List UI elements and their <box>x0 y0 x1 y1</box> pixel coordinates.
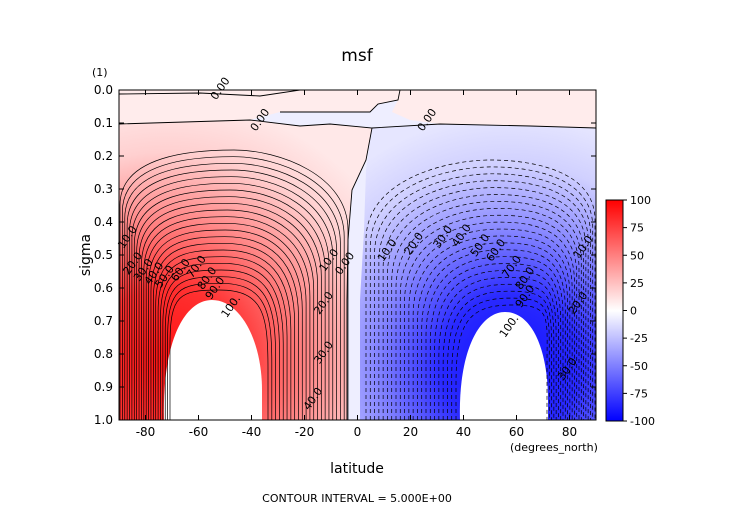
y-tick-label: 0.0 <box>94 83 113 97</box>
contour-line-negative <box>438 277 557 420</box>
x-axis-label: latitude <box>330 461 384 477</box>
y-tick-label: 0.7 <box>94 314 113 328</box>
contour-line-positive <box>143 216 311 420</box>
contour-line-positive <box>155 249 292 420</box>
contour-line-negative <box>425 256 564 420</box>
contour-line-positive <box>152 242 296 420</box>
contour-line-positive <box>162 269 280 420</box>
plot-area <box>119 90 596 420</box>
x-tick-label: -80 <box>136 425 156 439</box>
contour-line-negative <box>429 263 562 420</box>
upper-right-positive-band <box>392 90 596 128</box>
contour-line-negative <box>455 304 548 420</box>
contour-line-positive <box>167 282 273 420</box>
contour-interval-footer: CONTOUR INTERVAL = 5.000E+00 <box>262 492 452 505</box>
contour-line-negative <box>451 297 550 420</box>
colorbar-ticks: 100 75 50 25 0 -25 -50 -75 -100 <box>623 194 655 428</box>
y-axis-ticks: 0.0 0.1 0.2 0.3 0.4 0.5 0.6 0.7 0.8 0.9 1.0 <box>94 83 596 427</box>
y-units: (1) <box>92 66 108 79</box>
y-tick-label: 0.1 <box>94 116 113 130</box>
x-tick-label: -40 <box>242 425 262 439</box>
contour-line-positive <box>145 222 307 420</box>
contour-line-negative <box>412 235 571 420</box>
terrain-mask-right <box>459 312 548 420</box>
contour-line-positive <box>169 289 269 420</box>
contour-line-positive <box>141 209 315 420</box>
zero-contour-right <box>371 123 596 129</box>
colorbar-tick-label: 25 <box>630 277 644 290</box>
contour-line-negative <box>387 194 584 420</box>
contour-line-positive <box>133 189 326 420</box>
contour-line-positive <box>138 202 318 420</box>
colorbar-tick-label: 0 <box>630 305 637 318</box>
contour-line-negative <box>421 249 566 420</box>
contour-line-positive <box>164 276 276 420</box>
x-units: (degrees_north) <box>510 441 598 454</box>
x-tick-label: 20 <box>403 425 418 439</box>
colorbar-tick-label: -75 <box>630 387 648 400</box>
terrain-mask-left <box>163 300 262 420</box>
contour-line-positive <box>148 229 303 420</box>
colorbar-tick-label: 100 <box>630 194 651 207</box>
chart-title: msf <box>341 46 373 66</box>
colorbar-tick-label: 75 <box>630 222 644 235</box>
contour-line-negative <box>434 270 559 420</box>
y-tick-label: 0.5 <box>94 248 113 262</box>
contour-line-positive <box>160 262 284 420</box>
contour-line-positive <box>157 256 288 420</box>
colorbar-tick-label: -25 <box>630 332 648 345</box>
contour-line-positive <box>131 182 330 420</box>
x-tick-label: 0 <box>354 425 362 439</box>
colorbar-tick-label: -100 <box>630 415 655 428</box>
colorbar: 100 75 50 25 0 -25 -50 -75 -100 <box>605 194 655 428</box>
contour-line-negative <box>442 283 555 420</box>
x-tick-label: 40 <box>456 425 471 439</box>
upper-positive-band <box>119 90 400 124</box>
contour-line-negative <box>404 221 575 420</box>
contour-line-negative <box>369 166 594 420</box>
x-tick-label: 80 <box>562 425 577 439</box>
contour-line-negative <box>395 207 580 420</box>
zero-contour-top <box>119 90 401 113</box>
contour-line-negative <box>391 201 582 420</box>
contour-line-positive <box>136 196 322 420</box>
y-tick-label: 0.3 <box>94 182 113 196</box>
colorbar-tick-label: 50 <box>630 249 644 262</box>
y-tick-label: 0.9 <box>94 380 113 394</box>
contour-line-negative <box>365 159 596 420</box>
contour-line-negative <box>417 242 568 420</box>
x-tick-label: -20 <box>295 425 315 439</box>
x-axis-ticks: -80 -60 -40 -20 0 20 40 60 80 <box>136 90 577 439</box>
y-tick-label: 1.0 <box>94 413 113 427</box>
x-tick-label: -60 <box>189 425 209 439</box>
zero-contour-left <box>119 119 373 420</box>
contour-line-positive <box>150 236 299 420</box>
y-tick-label: 0.4 <box>94 215 113 229</box>
y-tick-label: 0.6 <box>94 281 113 295</box>
contour-line-negative <box>378 180 589 420</box>
x-tick-label: 60 <box>509 425 524 439</box>
contour-line-negative <box>374 173 591 420</box>
y-tick-label: 0.2 <box>94 149 113 163</box>
y-tick-label: 0.8 <box>94 347 113 361</box>
colorbar-strip <box>605 199 624 422</box>
contour-line-negative <box>399 214 578 420</box>
contour-line-negative <box>382 187 587 420</box>
colorbar-tick-label: -50 <box>630 360 648 373</box>
y-axis-label: sigma <box>78 234 94 276</box>
contour-line-negative <box>447 290 552 420</box>
contour-line-negative <box>408 228 573 420</box>
